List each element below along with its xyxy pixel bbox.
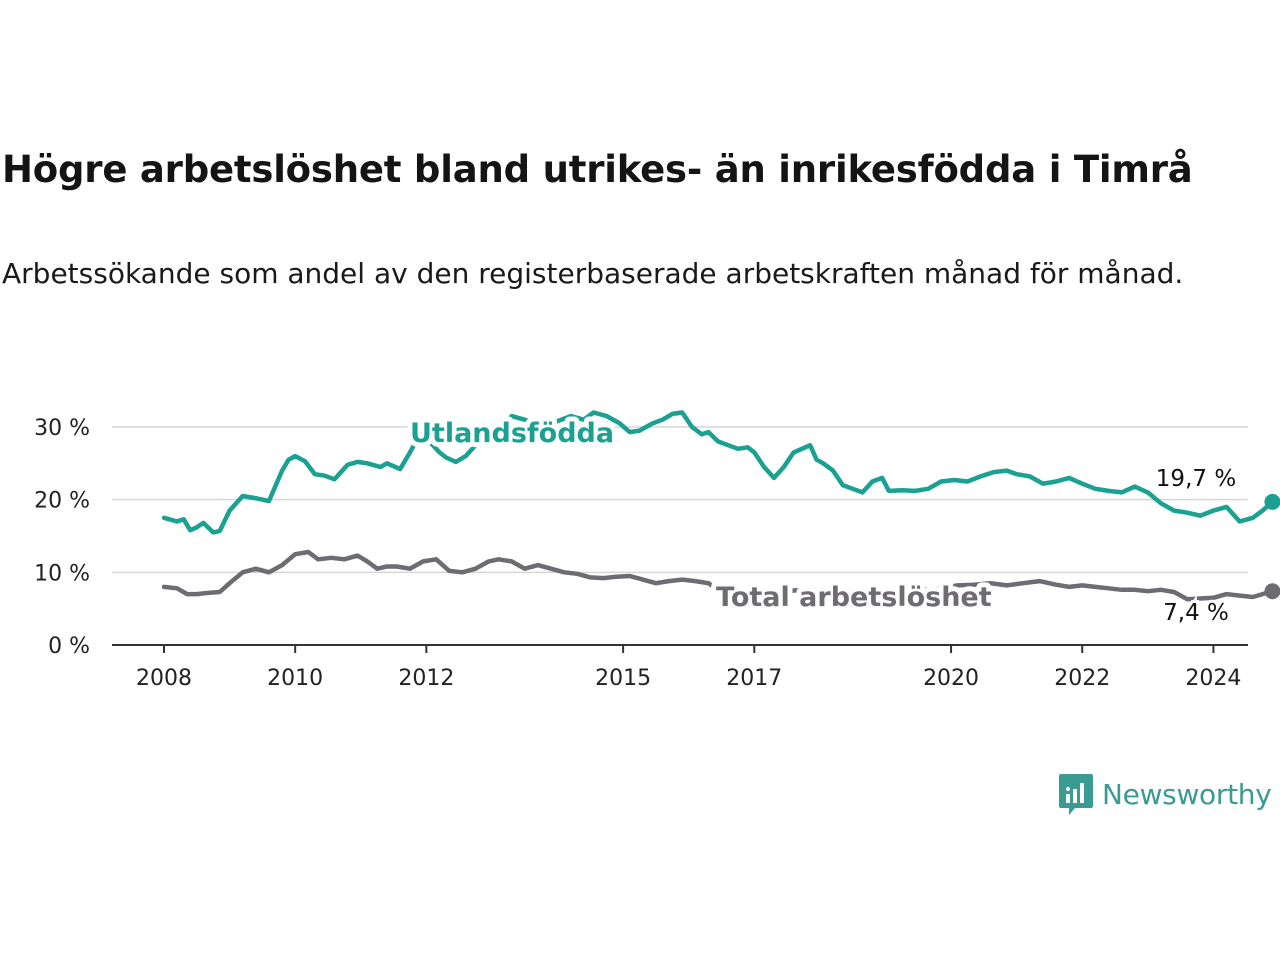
line-chart: 0 % 10 % 20 % 30 % 2008 2010 2012 2015 2017 2020… [34,410,1280,691]
y-tick-label: 20 % [34,489,90,514]
chart-subtitle: Arbetssökande som andel av den registerb… [2,257,1184,290]
series-name-total: Total arbetslöshet [716,582,992,613]
x-tick-label: 2020 [923,666,979,691]
series-line-total [161,549,1275,602]
end-value-label-total: 7,4 % [1163,600,1229,626]
end-marker-total [1264,583,1280,600]
end-marker-utlandsfodda [1264,493,1280,510]
y-tick-label: 0 % [48,634,90,659]
x-tick-label: 2024 [1185,666,1241,691]
x-tick-label: 2022 [1054,666,1110,691]
x-tick-label: 2017 [726,666,782,691]
x-tick-label: 2008 [136,666,192,691]
bar-chart-speech-bubble-icon [1059,774,1093,815]
x-tick-label: 2010 [267,666,323,691]
gridlines [112,426,1248,574]
y-axis-tick-labels: 0 % 10 % 20 % 30 % [34,416,90,659]
y-tick-label: 10 % [34,561,90,586]
brand-name: Newsworthy [1102,777,1272,811]
x-tick-label: 2012 [398,666,454,691]
y-tick-label: 30 % [34,416,90,441]
series-line-utlandsfodda [161,410,1275,535]
newsworthy-logo: Newsworthy [1058,772,1272,816]
series-name-utlandsfodda: Utlandsfödda [410,418,614,449]
series-labels: Utlandsfödda Total arbetslöshet 19,7 % 7,4 … [405,413,1280,629]
x-tick-label: 2015 [595,666,651,691]
chart-title: Högre arbetslöshet bland utrikes- än inr… [2,148,1193,191]
x-axis: 2008 2010 2012 2015 2017 2020 2022 2024 [112,644,1248,691]
end-value-label-utlandsfodda: 19,7 % [1156,466,1236,492]
series-lines [161,410,1275,602]
